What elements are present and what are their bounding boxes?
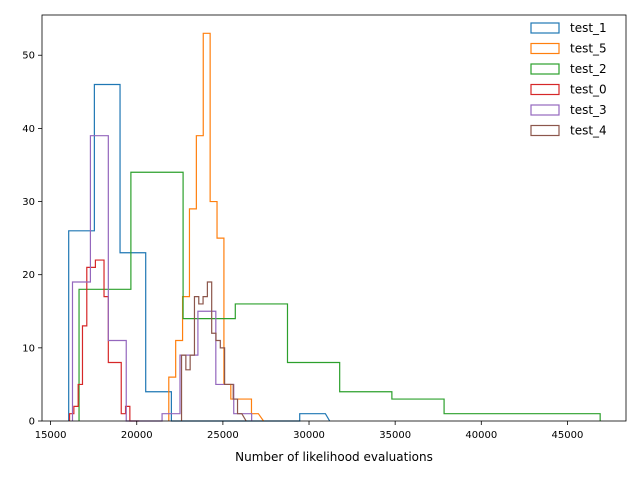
legend-label-test_4: test_4 [570, 124, 607, 138]
x-tick-label: 45000 [552, 430, 584, 441]
x-axis-ticks: 15000 20000 25000 30000 35000 40000 45000 [35, 421, 584, 441]
legend-label-test_3: test_3 [570, 103, 607, 117]
y-tick-label: 30 [22, 197, 35, 208]
y-tick-label: 50 [22, 51, 35, 62]
plot-area [68, 32, 601, 422]
x-tick-label: 20000 [121, 430, 153, 441]
legend-swatch-test_5 [530, 42, 560, 55]
legend-swatch-test_3 [530, 104, 560, 116]
legend-swatch-test_1 [530, 22, 560, 34]
legend-label-test_1: test_1 [570, 21, 607, 35]
histogram-series-test_4 [180, 281, 247, 422]
legend-swatch-test_4 [530, 124, 560, 137]
y-tick-label: 20 [22, 270, 35, 281]
x-tick-label: 35000 [379, 430, 411, 441]
y-axis-ticks: 0 10 20 30 40 50 [22, 51, 42, 428]
histogram-series-test_5 [168, 32, 265, 422]
histogram-series-test_1 [68, 83, 331, 422]
legend-label-test_2: test_2 [570, 62, 607, 76]
y-tick-label: 10 [22, 343, 35, 354]
legend: test_1 test_5 test_2 test_0 test_3 test_4 [530, 21, 607, 138]
y-tick-label: 40 [22, 124, 35, 135]
x-axis-label: Number of likelihood evaluations [235, 450, 433, 464]
x-tick-label: 25000 [207, 430, 239, 441]
legend-label-test_5: test_5 [570, 42, 607, 56]
legend-swatch-test_2 [530, 63, 560, 75]
x-tick-label: 30000 [293, 430, 325, 441]
x-tick-label: 15000 [35, 430, 67, 441]
legend-swatch-test_0 [530, 83, 560, 96]
histogram-series-test_0 [68, 259, 140, 422]
x-tick-label: 40000 [465, 430, 497, 441]
axes-frame [41, 14, 627, 422]
histogram-series-test_2 [78, 171, 601, 421]
legend-label-test_0: test_0 [570, 83, 607, 97]
y-tick-label: 0 [29, 417, 35, 428]
